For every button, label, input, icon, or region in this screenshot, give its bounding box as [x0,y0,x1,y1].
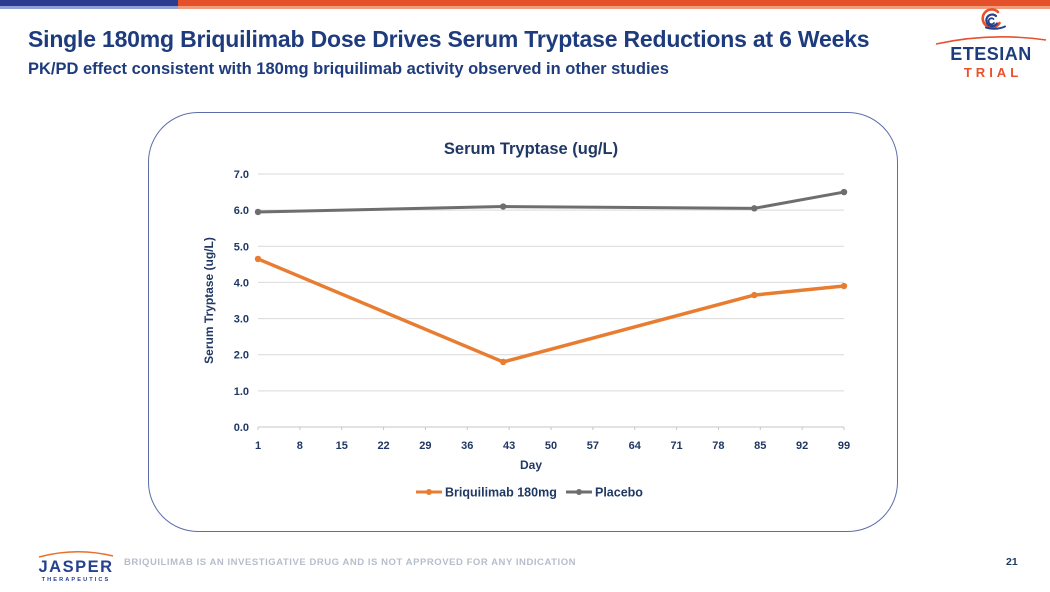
x-tick-label: 43 [503,440,515,452]
top-bar-navy-segment [0,0,178,9]
page-subtitle: PK/PD effect consistent with 180mg briqu… [28,60,669,78]
jasper-logo-name: JASPER [38,558,113,576]
chart-title: Serum Tryptase (ug/L) [444,140,618,158]
legend-label: Briquilimab 180mg [445,486,557,500]
legend-marker-dot [576,489,582,495]
x-tick-label: 36 [461,440,473,452]
data-point [751,205,758,212]
data-point [840,188,848,196]
y-tick-label: 5.0 [234,241,249,253]
jasper-logo-sub: THERAPEUTICS [42,577,111,583]
x-tick-label: 99 [838,440,850,452]
y-tick-label: 0.0 [234,422,249,434]
y-tick-label: 7.0 [234,169,249,181]
footer-disclaimer: BRIQUILIMAB IS AN INVESTIGATIVE DRUG AND… [124,557,577,568]
etesian-arc-decoration [935,36,1047,45]
data-point [254,208,262,216]
x-tick-label: 15 [336,440,348,452]
chart-card: 0.0 1.0 2.0 3.0 4.0 5.0 6.0 7.0 1 8 15 22 29 36 43 50 57… [148,112,898,532]
y-axis-label: Serum Tryptase (ug/L) [202,237,216,364]
etesian-swirl-icon [981,8,1006,30]
legend-label: Placebo [595,486,643,500]
x-tick-label: 78 [712,440,724,452]
y-tick-label: 1.0 [234,386,249,398]
x-tick-label: 57 [587,440,599,452]
jasper-arc-decoration [38,551,114,558]
data-point [751,291,758,299]
series-line-0 [256,257,846,364]
serum-tryptase-line-chart: 0.0 1.0 2.0 3.0 4.0 5.0 6.0 7.0 1 8 15 22 29 36 43 50 57… [202,140,850,500]
x-tick-label: 64 [629,440,642,452]
x-axis-label: Day [520,458,542,472]
y-tick-label: 2.0 [234,350,249,362]
data-point [499,358,507,366]
x-tick-label: 71 [670,440,682,452]
y-tick-label: 6.0 [234,205,249,217]
data-point [499,203,507,210]
series-line-1 [256,190,846,214]
page-title: Single 180mg Briquilimab Dose Drives Ser… [28,26,870,52]
page-number: 21 [1006,556,1018,568]
x-tick-label: 50 [545,440,557,452]
data-point [840,282,848,290]
etesian-trial-logo: ETESIAN TRIAL [933,8,1049,79]
x-tick-label: 8 [297,440,303,452]
top-bar-orange-segment [178,0,1050,9]
x-tick-label: 92 [796,440,808,452]
top-accent-bar [0,0,1050,9]
y-tick-label: 3.0 [234,314,249,326]
etesian-logo-sub: TRIAL [963,65,1023,80]
etesian-logo-name: ETESIAN [950,44,1032,64]
jasper-therapeutics-logo: JASPER THERAPEUTICS [38,551,114,583]
x-tick-label: 85 [754,440,766,452]
x-tick-label: 29 [419,440,431,452]
y-tick-label: 4.0 [234,277,249,289]
data-point [254,255,262,263]
x-tick-label: 22 [377,440,389,452]
x-tick-label: 1 [255,440,261,452]
legend-marker-dot [426,489,432,495]
